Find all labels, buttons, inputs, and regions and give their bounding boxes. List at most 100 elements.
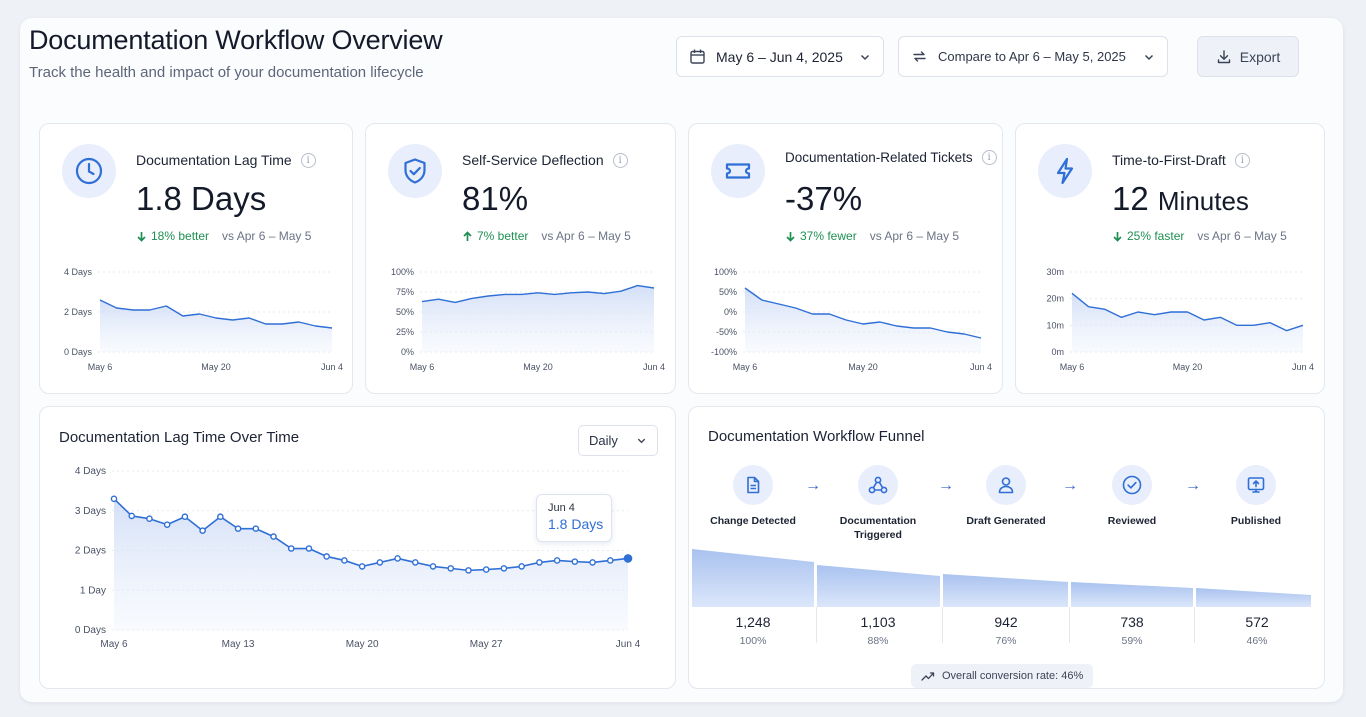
series-line <box>421 284 655 304</box>
data-point <box>217 513 224 521</box>
info-icon[interactable]: i <box>300 152 316 168</box>
data-point <box>199 527 206 534</box>
kpi-comparison: vs Apr 6 – May 5 <box>869 229 960 243</box>
kpi-value-number: 1.8 <box>136 180 182 217</box>
arrow-right-icon: → <box>1062 477 1078 494</box>
granularity-select[interactable]: Daily <box>578 425 658 456</box>
sparkline-chart: -100% -50% 0% 50% 100% May 6 May 20 Jun 4 <box>711 267 992 372</box>
stage-percent: 100% <box>739 635 767 647</box>
divider <box>1194 607 1195 643</box>
tooltip-date: Jun 4 <box>548 502 575 514</box>
y-tick-label: 4 Days <box>64 267 93 277</box>
arrow-right-icon: → <box>805 477 821 494</box>
arrow-right-icon: → <box>1185 477 1201 494</box>
arrow-down-icon <box>137 231 146 242</box>
y-tick-label: 20m <box>1046 294 1064 304</box>
divider <box>942 607 943 643</box>
data-point <box>394 555 401 562</box>
funnel-segment <box>1196 588 1311 607</box>
kpi-comparison: vs Apr 6 – May 5 <box>222 229 312 243</box>
overall-conversion-label: Overall conversion rate: 46% <box>942 670 1084 682</box>
kpi-comparison: vs Apr 6 – May 5 <box>1197 229 1287 243</box>
x-tick-label: Jun 4 <box>970 362 992 372</box>
y-tick-label: -50% <box>716 327 737 337</box>
overall-conversion-badge: Overall conversion rate: 46% <box>911 664 1094 688</box>
shield-check-icon <box>388 144 442 198</box>
data-point <box>571 558 579 565</box>
date-range-label: May 6 – Jun 4, 2025 <box>716 48 843 65</box>
user-icon <box>986 465 1026 505</box>
kpi-change: 25% faster <box>1127 229 1185 243</box>
check-circle-icon <box>1112 465 1152 505</box>
lag-line-chart: 0 Days 1 Day 2 Days 3 Days 4 Days May 6 May 13… <box>75 466 641 650</box>
data-point <box>623 554 633 563</box>
kpi-card-lag-time: Documentation Lag Time i 1.8 Days 18% bet… <box>39 123 353 394</box>
series-line <box>1071 292 1304 332</box>
tooltip-value: 1.8 Days <box>548 516 604 532</box>
kpi-value: 1.8 Days <box>136 180 266 218</box>
y-tick-label: 100% <box>714 267 737 277</box>
funnel-segment <box>692 549 814 607</box>
series-line <box>99 299 333 329</box>
kpi-card-deflection: Self-Service Deflection i 81% 7% better v… <box>365 123 676 394</box>
page-subtitle: Track the health and impact of your docu… <box>29 64 424 81</box>
x-tick-label: May 6 <box>88 362 113 372</box>
kpi-change: 7% better <box>477 229 529 243</box>
compare-picker[interactable]: Compare to Apr 6 – May 5, 2025 <box>898 36 1168 77</box>
clock-icon <box>62 144 116 198</box>
funnel-stage: Documentation Triggered <box>828 465 928 542</box>
x-tick-label: May 27 <box>470 639 503 650</box>
export-button[interactable]: Export <box>1197 36 1299 77</box>
funnel-count: 572 46% <box>1194 614 1320 647</box>
kpi-delta: 37% fewer vs Apr 6 – May 5 <box>785 229 959 243</box>
lag-chart-title: Documentation Lag Time Over Time <box>59 429 300 446</box>
x-tick-label: Jun 4 <box>643 362 665 372</box>
data-point <box>553 557 561 564</box>
data-point <box>234 525 242 532</box>
data-point <box>376 559 384 566</box>
kpi-delta: 18% better vs Apr 6 – May 5 <box>136 229 311 243</box>
x-tick-label: May 20 <box>848 362 878 372</box>
info-icon[interactable]: i <box>612 152 628 168</box>
y-tick-label: 75% <box>396 287 414 297</box>
info-icon[interactable]: i <box>981 150 997 165</box>
date-range-picker[interactable]: May 6 – Jun 4, 2025 <box>676 36 884 77</box>
kpi-title: Time-to-First-Draft <box>1112 152 1226 168</box>
x-tick-label: May 20 <box>346 639 379 650</box>
funnel-count: 942 76% <box>943 614 1069 647</box>
stage-percent: 46% <box>1246 635 1268 647</box>
data-point <box>358 563 366 570</box>
x-tick-label: May 20 <box>1173 362 1203 372</box>
data-point <box>146 515 153 523</box>
kpi-title: Self-Service Deflection <box>462 152 604 168</box>
stage-name: Reviewed <box>1107 515 1157 527</box>
y-tick-label: 2 Days <box>75 546 106 557</box>
funnel-count: 1,103 88% <box>815 614 941 647</box>
stage-name: Change Detected <box>710 515 796 527</box>
sparkline-chart: 0% 25% 50% 75% 100% May 6 May 20 Jun 4 <box>391 267 665 372</box>
info-icon[interactable]: i <box>1234 152 1250 168</box>
y-tick-label: 0% <box>401 347 414 357</box>
kpi-change: 37% fewer <box>800 229 857 243</box>
y-tick-label: 0 Days <box>64 347 93 357</box>
trend-up-icon <box>921 672 935 681</box>
data-point <box>270 533 277 540</box>
data-point <box>536 559 543 566</box>
chevron-down-icon <box>860 54 870 60</box>
arrow-down-icon <box>1113 231 1122 242</box>
arrow-up-icon <box>463 230 472 241</box>
stage-name: Documentation Triggered <box>839 515 917 541</box>
lag-time-chart-card: Documentation Lag Time Over Time Daily 0… <box>39 406 676 689</box>
stage-count: 942 <box>994 614 1018 630</box>
kpi-title: Documentation Lag Time <box>136 152 292 168</box>
x-tick-label: May 6 <box>410 362 435 372</box>
funnel-stage: Reviewed <box>1082 465 1182 528</box>
kpi-title: Documentation-Related Tickets <box>785 150 973 165</box>
data-point <box>518 563 525 570</box>
y-tick-label: 100% <box>391 267 414 277</box>
funnel-segment <box>817 565 940 607</box>
funnel-stage: Change Detected <box>703 465 803 528</box>
chevron-down-icon <box>1144 54 1154 60</box>
stage-count: 738 <box>1120 614 1144 630</box>
divider <box>1069 607 1070 643</box>
